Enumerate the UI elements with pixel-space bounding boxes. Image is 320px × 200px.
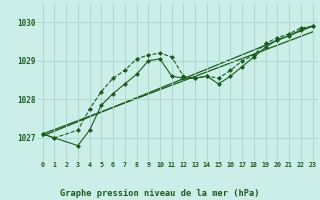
Text: Graphe pression niveau de la mer (hPa): Graphe pression niveau de la mer (hPa) [60,189,260,198]
